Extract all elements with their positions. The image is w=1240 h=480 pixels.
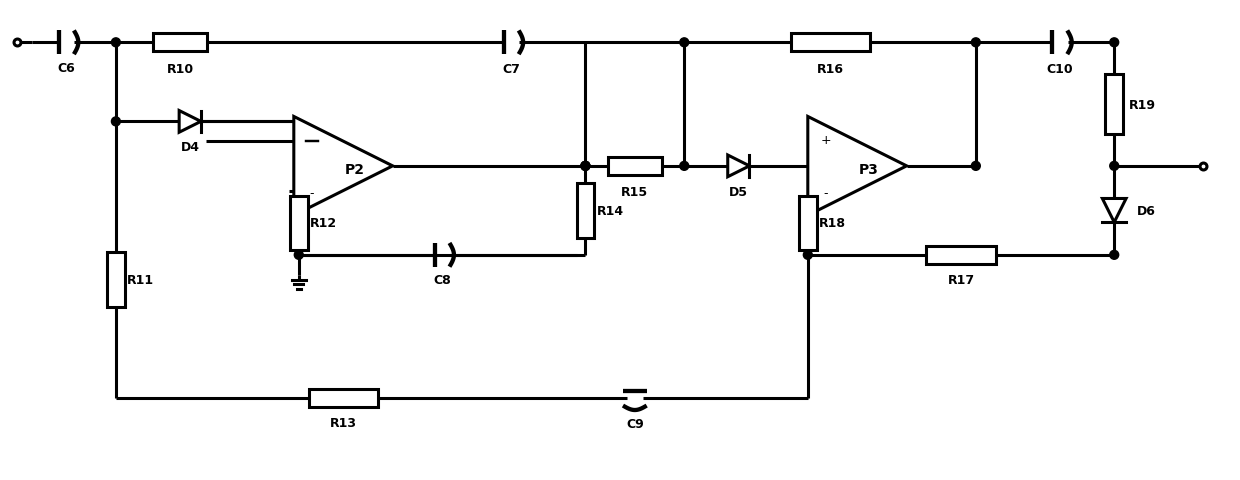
Circle shape — [294, 251, 304, 260]
Circle shape — [1110, 39, 1118, 48]
Polygon shape — [1102, 199, 1126, 223]
Text: C6: C6 — [57, 61, 76, 74]
Bar — [309, 389, 378, 407]
Text: C10: C10 — [1047, 62, 1073, 75]
Bar — [107, 253, 125, 307]
Text: R10: R10 — [166, 62, 193, 75]
Text: D4: D4 — [181, 140, 200, 153]
Circle shape — [582, 162, 590, 171]
Circle shape — [971, 162, 981, 171]
Bar — [577, 184, 594, 238]
Polygon shape — [728, 156, 749, 178]
Text: C8: C8 — [433, 274, 451, 287]
Text: -: - — [309, 187, 314, 200]
Text: R12: R12 — [310, 217, 337, 230]
Text: D6: D6 — [1136, 204, 1156, 217]
Text: R11: R11 — [126, 274, 154, 287]
Bar — [290, 196, 308, 251]
Circle shape — [680, 162, 688, 171]
Circle shape — [804, 251, 812, 260]
Circle shape — [112, 39, 120, 48]
Text: R19: R19 — [1128, 98, 1156, 111]
Circle shape — [582, 162, 590, 171]
Text: +: + — [821, 133, 831, 146]
Text: R13: R13 — [330, 417, 357, 430]
Polygon shape — [179, 111, 201, 133]
Text: R18: R18 — [818, 217, 846, 230]
Text: R16: R16 — [817, 62, 843, 75]
Bar — [1105, 75, 1123, 134]
Bar — [608, 157, 662, 175]
Text: R17: R17 — [947, 274, 975, 287]
Text: D5: D5 — [729, 186, 748, 199]
Polygon shape — [294, 117, 393, 216]
Bar — [799, 196, 817, 251]
Circle shape — [112, 118, 120, 127]
Text: -: - — [823, 187, 828, 200]
Bar — [791, 35, 869, 52]
Bar — [926, 246, 996, 264]
Circle shape — [1110, 251, 1118, 260]
Text: P3: P3 — [859, 163, 879, 177]
Circle shape — [680, 39, 688, 48]
Text: C7: C7 — [502, 62, 521, 75]
Text: C9: C9 — [626, 418, 644, 431]
Circle shape — [582, 162, 590, 171]
Polygon shape — [807, 117, 906, 216]
Text: P2: P2 — [345, 163, 365, 177]
Circle shape — [971, 39, 981, 48]
Text: R15: R15 — [621, 186, 649, 199]
Circle shape — [1110, 162, 1118, 171]
Text: R14: R14 — [596, 204, 624, 217]
Bar — [153, 35, 207, 52]
